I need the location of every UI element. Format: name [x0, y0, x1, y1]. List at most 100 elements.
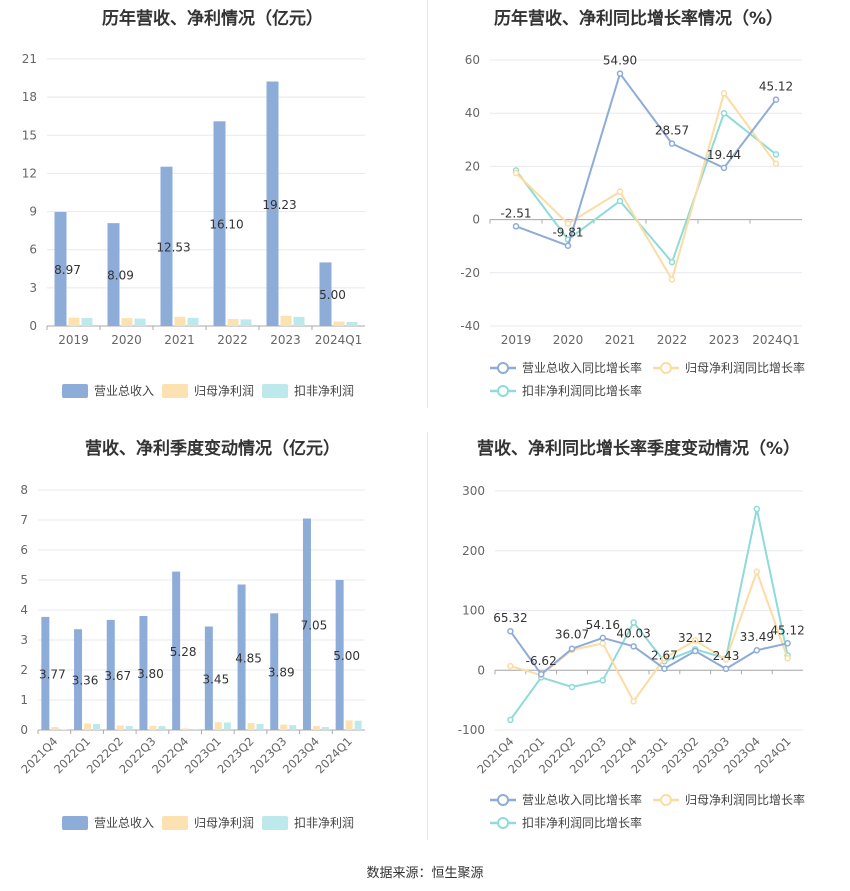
series-point [720, 164, 728, 172]
data-label: 3.45 [202, 672, 229, 686]
legend-label: 扣非净利润同比增长率 [522, 383, 642, 398]
bar [74, 629, 83, 730]
bar [345, 720, 353, 730]
bar [319, 262, 332, 326]
divider-bottom [427, 432, 428, 840]
x-tick-label: 2021 [605, 333, 636, 347]
series-point [722, 656, 730, 663]
data-label: 32.12 [678, 631, 712, 645]
data-label: 16.10 [209, 218, 243, 232]
legend-swatch [162, 384, 188, 398]
series-point [753, 505, 761, 513]
bar [41, 616, 50, 730]
x-tick-label: 2023 [709, 333, 740, 347]
data-label: 19.23 [262, 198, 296, 212]
y-tick-label: 15 [22, 128, 37, 142]
legend-marker [497, 362, 509, 374]
y-tick-label: 3 [20, 633, 28, 647]
x-tick-label: 2022 [217, 333, 248, 347]
series-point [507, 627, 514, 635]
series-point [772, 160, 780, 167]
bar [182, 728, 190, 730]
bar [116, 725, 124, 730]
series-point [599, 640, 607, 647]
y-tick-label: 60 [465, 53, 480, 67]
series-point [720, 109, 728, 117]
series-point [691, 637, 699, 644]
quarterly-growth-chart: 营收、净利同比增长率季度变动情况（%） -100 0 100 200 300 2021Q4… [427, 428, 850, 848]
legend-marker [497, 817, 509, 829]
data-label: 5.00 [333, 649, 360, 663]
bar [191, 729, 199, 730]
data-label: 54.16 [586, 618, 620, 632]
y-tick-label: 1 [20, 693, 28, 707]
bar [333, 321, 345, 326]
y-tick-label: 3 [29, 281, 37, 295]
bar [172, 571, 181, 730]
legend-label: 扣非净利润 [294, 384, 354, 398]
bar [160, 166, 173, 326]
series-point [691, 647, 699, 655]
bar [158, 726, 166, 730]
quarterly-amount-chart: 营收、净利季度变动情况（亿元） 0 1 2 3 4 5 6 7 8 2021Q4 2022Q1 202… [0, 428, 425, 848]
bar [125, 726, 133, 730]
data-label: 19.44 [707, 148, 741, 162]
series-point [512, 169, 520, 177]
bar [302, 518, 311, 730]
legend-swatch [62, 816, 88, 830]
bar [280, 315, 292, 326]
data-label: 3.80 [137, 667, 164, 681]
series-point [668, 140, 676, 147]
bar [139, 616, 148, 730]
series-line [515, 91, 777, 282]
data-label: -6.62 [526, 654, 557, 668]
series-line [515, 71, 777, 248]
series-point [512, 223, 520, 230]
series-point [616, 70, 624, 77]
data-label: 45.12 [770, 623, 804, 637]
x-tick-label: 2021 [164, 333, 195, 347]
bar [266, 81, 279, 326]
legend-swatch [62, 384, 88, 398]
bar [270, 613, 279, 730]
legend-label: 营业总收入同比增长率 [522, 792, 642, 807]
data-label: 5.28 [170, 645, 197, 659]
data-label: 12.53 [156, 240, 190, 254]
series-point [568, 683, 576, 691]
y-tick-label: 4 [20, 603, 28, 617]
annual-growth-chart: 历年营收、净利同比增长率情况（%） -40 -20 0 20 40 60 2019 2020 2… [427, 0, 850, 415]
series-point [616, 197, 624, 205]
bar [321, 727, 329, 730]
y-tick-label: 100 [462, 604, 485, 618]
x-tick-label: 2020 [553, 333, 584, 347]
legend-label: 扣非净利润 [294, 816, 354, 830]
bar [68, 317, 80, 326]
data-label: 4.85 [235, 651, 262, 665]
bar [54, 211, 67, 326]
bar [293, 316, 305, 326]
y-tick-label: 6 [20, 543, 28, 557]
series-point [537, 670, 545, 678]
legend-label: 归母净利润同比增长率 [685, 792, 805, 807]
data-label: 28.57 [655, 124, 689, 138]
bar [93, 724, 101, 730]
bar [134, 318, 146, 326]
data-label: 65.32 [493, 611, 527, 625]
bar [107, 223, 120, 326]
legend-marker [497, 385, 509, 397]
chart-title: 营收、净利同比增长率季度变动情况（%） [476, 439, 801, 459]
legend-label: 营业总收入 [94, 816, 154, 830]
data-label: 3.36 [72, 674, 99, 688]
y-tick-label: 200 [462, 544, 485, 558]
data-label: 8.09 [107, 269, 134, 283]
y-tick-label: 6 [29, 243, 37, 257]
data-label: 7.05 [301, 618, 328, 632]
bar [312, 726, 320, 730]
data-label: -2.51 [500, 206, 531, 220]
y-tick-label: 20 [465, 159, 480, 173]
bar [51, 727, 59, 730]
bar [174, 316, 186, 326]
data-label: 3.89 [268, 666, 295, 680]
x-tick-label: 2024Q1 [313, 734, 355, 776]
legend-swatch [262, 384, 288, 398]
